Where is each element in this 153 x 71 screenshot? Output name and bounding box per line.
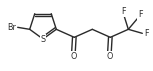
Text: O: O bbox=[70, 52, 76, 61]
Text: F: F bbox=[144, 29, 149, 38]
Text: S: S bbox=[40, 35, 46, 44]
Text: F: F bbox=[121, 7, 126, 16]
Text: F: F bbox=[138, 10, 143, 19]
Text: Br: Br bbox=[7, 23, 16, 32]
Text: O: O bbox=[106, 52, 112, 61]
